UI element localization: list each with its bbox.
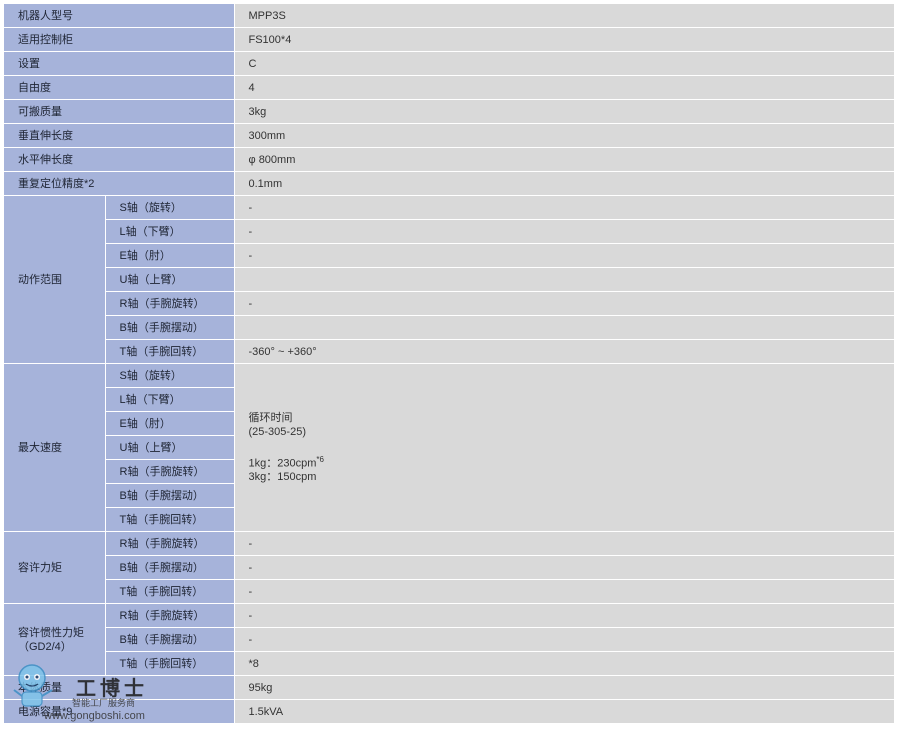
axis-label: E轴（肘）	[104, 243, 234, 268]
axis-value	[233, 267, 894, 292]
value-max-speed: 循环时间 (25-305-25) 1kg：230cpm*6 3kg：150cpm	[233, 363, 895, 532]
row-motion-r: R轴（手腕旋转） -	[4, 291, 894, 316]
axis-value	[233, 315, 894, 340]
axis-value: -	[233, 603, 894, 628]
row-inertia-b: B轴（手腕摆动） -	[4, 627, 894, 652]
row-speed-r: R轴（手腕旋转）	[4, 459, 894, 484]
label-max-speed: 最大速度	[4, 363, 105, 532]
value-mass: 95kg	[233, 675, 894, 700]
axis-value: *8	[233, 651, 894, 676]
label-controller: 适用控制柜	[4, 27, 234, 52]
row-vertical-reach: 垂直伸长度 300mm	[4, 123, 894, 148]
row-inertia-r: 容许惯性力矩 （GD2/4） R轴（手腕旋转） -	[4, 603, 894, 676]
value-dof: 4	[233, 75, 894, 100]
row-motion-b: B轴（手腕摆动）	[4, 315, 894, 340]
label-payload: 可搬质量	[4, 99, 234, 124]
axis-value: -	[233, 219, 894, 244]
row-speed-b: B轴（手腕摆动）	[4, 483, 894, 508]
value-setting: C	[233, 51, 894, 76]
axis-label: U轴（上臂）	[104, 267, 234, 292]
inertia-label-line1: 容许惯性力矩	[18, 626, 84, 639]
axis-label: B轴（手腕摆动）	[104, 315, 234, 340]
value-model: MPP3S	[233, 4, 894, 28]
label-model: 机器人型号	[4, 4, 234, 28]
axis-label: B轴（手腕摆动）	[104, 555, 234, 580]
row-speed-t: T轴（手腕回转）	[4, 507, 894, 532]
axis-label: T轴（手腕回转）	[104, 579, 234, 604]
label-motion-range: 动作范围	[4, 195, 105, 364]
row-controller: 适用控制柜 FS100*4	[4, 27, 894, 52]
row-horizontal-reach: 水平伸长度 φ 800mm	[4, 147, 894, 172]
axis-label: S轴（旋转）	[104, 363, 234, 388]
axis-label: L轴（下臂）	[104, 387, 234, 412]
row-payload: 可搬质量 3kg	[4, 99, 894, 124]
axis-label: E轴（肘）	[104, 411, 234, 436]
axis-value: -	[233, 195, 894, 220]
inertia-label-line2: （GD2/4）	[18, 640, 72, 653]
spacer	[249, 439, 895, 453]
row-moment-b: B轴（手腕摆动） -	[4, 555, 894, 580]
axis-label: B轴（手腕摆动）	[104, 483, 234, 508]
row-model: 机器人型号 MPP3S	[4, 4, 894, 28]
label-allowable-moment: 容许力矩	[4, 531, 105, 604]
label-setting: 设置	[4, 51, 234, 76]
axis-label: R轴（手腕旋转）	[104, 291, 234, 316]
value-power: 1.5kVA	[233, 699, 894, 724]
axis-label: R轴（手腕旋转）	[104, 531, 234, 556]
axis-label: B轴（手腕摆动）	[104, 627, 234, 652]
axis-label: L轴（下臂）	[104, 219, 234, 244]
row-moment-r: 容许力矩 R轴（手腕旋转） -	[4, 531, 894, 604]
row-repeatability: 重复定位精度*2 0.1mm	[4, 171, 894, 196]
row-motion-u: U轴（上臂）	[4, 267, 894, 292]
label-power: 电源容量*9	[4, 699, 234, 724]
cycle-1kg-text: 1kg：230cpm	[248, 457, 317, 470]
axis-label: T轴（手腕回转）	[104, 651, 234, 676]
value-repeatability: 0.1mm	[233, 171, 894, 196]
cycle-path: (25-305-25)	[248, 425, 306, 438]
cycle-3kg: 3kg：150cpm	[248, 471, 317, 484]
axis-label: T轴（手腕回转）	[104, 507, 234, 532]
row-speed-e: E轴（肘）	[4, 411, 894, 436]
axis-value: -	[233, 531, 894, 556]
label-repeatability: 重复定位精度*2	[4, 171, 234, 196]
axis-label: T轴（手腕回转）	[104, 339, 234, 364]
label-vertical-reach: 垂直伸长度	[4, 123, 234, 148]
row-motion-l: L轴（下臂） -	[4, 219, 894, 244]
value-payload: 3kg	[233, 99, 894, 124]
cycle-1kg-note: *6	[316, 454, 324, 464]
axis-value: -	[233, 243, 894, 268]
axis-value: -	[233, 555, 894, 580]
row-speed-s: 最大速度 S轴（旋转） 循环时间 (25-305-25) 1kg：230cpm*…	[4, 363, 894, 532]
value-vertical-reach: 300mm	[233, 123, 894, 148]
value-controller: FS100*4	[233, 27, 894, 52]
row-dof: 自由度 4	[4, 75, 894, 100]
axis-label: U轴（上臂）	[104, 435, 234, 460]
row-speed-u: U轴（上臂）	[4, 435, 894, 460]
axis-label: S轴（旋转）	[104, 195, 234, 220]
cycle-time-label: 循环时间	[248, 411, 293, 424]
label-horizontal-reach: 水平伸长度	[4, 147, 234, 172]
row-motion-t: T轴（手腕回转） -360° ~ +360°	[4, 339, 894, 364]
label-dof: 自由度	[4, 75, 234, 100]
row-speed-l: L轴（下臂）	[4, 387, 894, 412]
row-mass: 本体质量 95kg	[4, 675, 894, 700]
axis-label: R轴（手腕旋转）	[104, 459, 234, 484]
row-power: 电源容量*9 1.5kVA	[4, 699, 894, 724]
cycle-1kg: 1kg：230cpm*6	[249, 453, 895, 471]
row-moment-t: T轴（手腕回转） -	[4, 579, 894, 604]
label-allowable-inertia: 容许惯性力矩 （GD2/4）	[4, 603, 105, 676]
row-motion-e: E轴（肘） -	[4, 243, 894, 268]
axis-value: -	[233, 291, 894, 316]
axis-value: -	[233, 627, 894, 652]
row-setting: 设置 C	[4, 51, 894, 76]
spec-table: 机器人型号 MPP3S 适用控制柜 FS100*4 设置 C 自由度 4 可搬质…	[4, 4, 894, 724]
axis-label: R轴（手腕旋转）	[104, 603, 234, 628]
label-mass: 本体质量	[4, 675, 234, 700]
row-inertia-t: T轴（手腕回转） *8	[4, 651, 894, 676]
value-horizontal-reach: φ 800mm	[233, 147, 894, 172]
axis-value: -360° ~ +360°	[233, 339, 894, 364]
axis-value: -	[233, 579, 894, 604]
row-motion-s: 动作范围 S轴（旋转） -	[4, 195, 894, 364]
